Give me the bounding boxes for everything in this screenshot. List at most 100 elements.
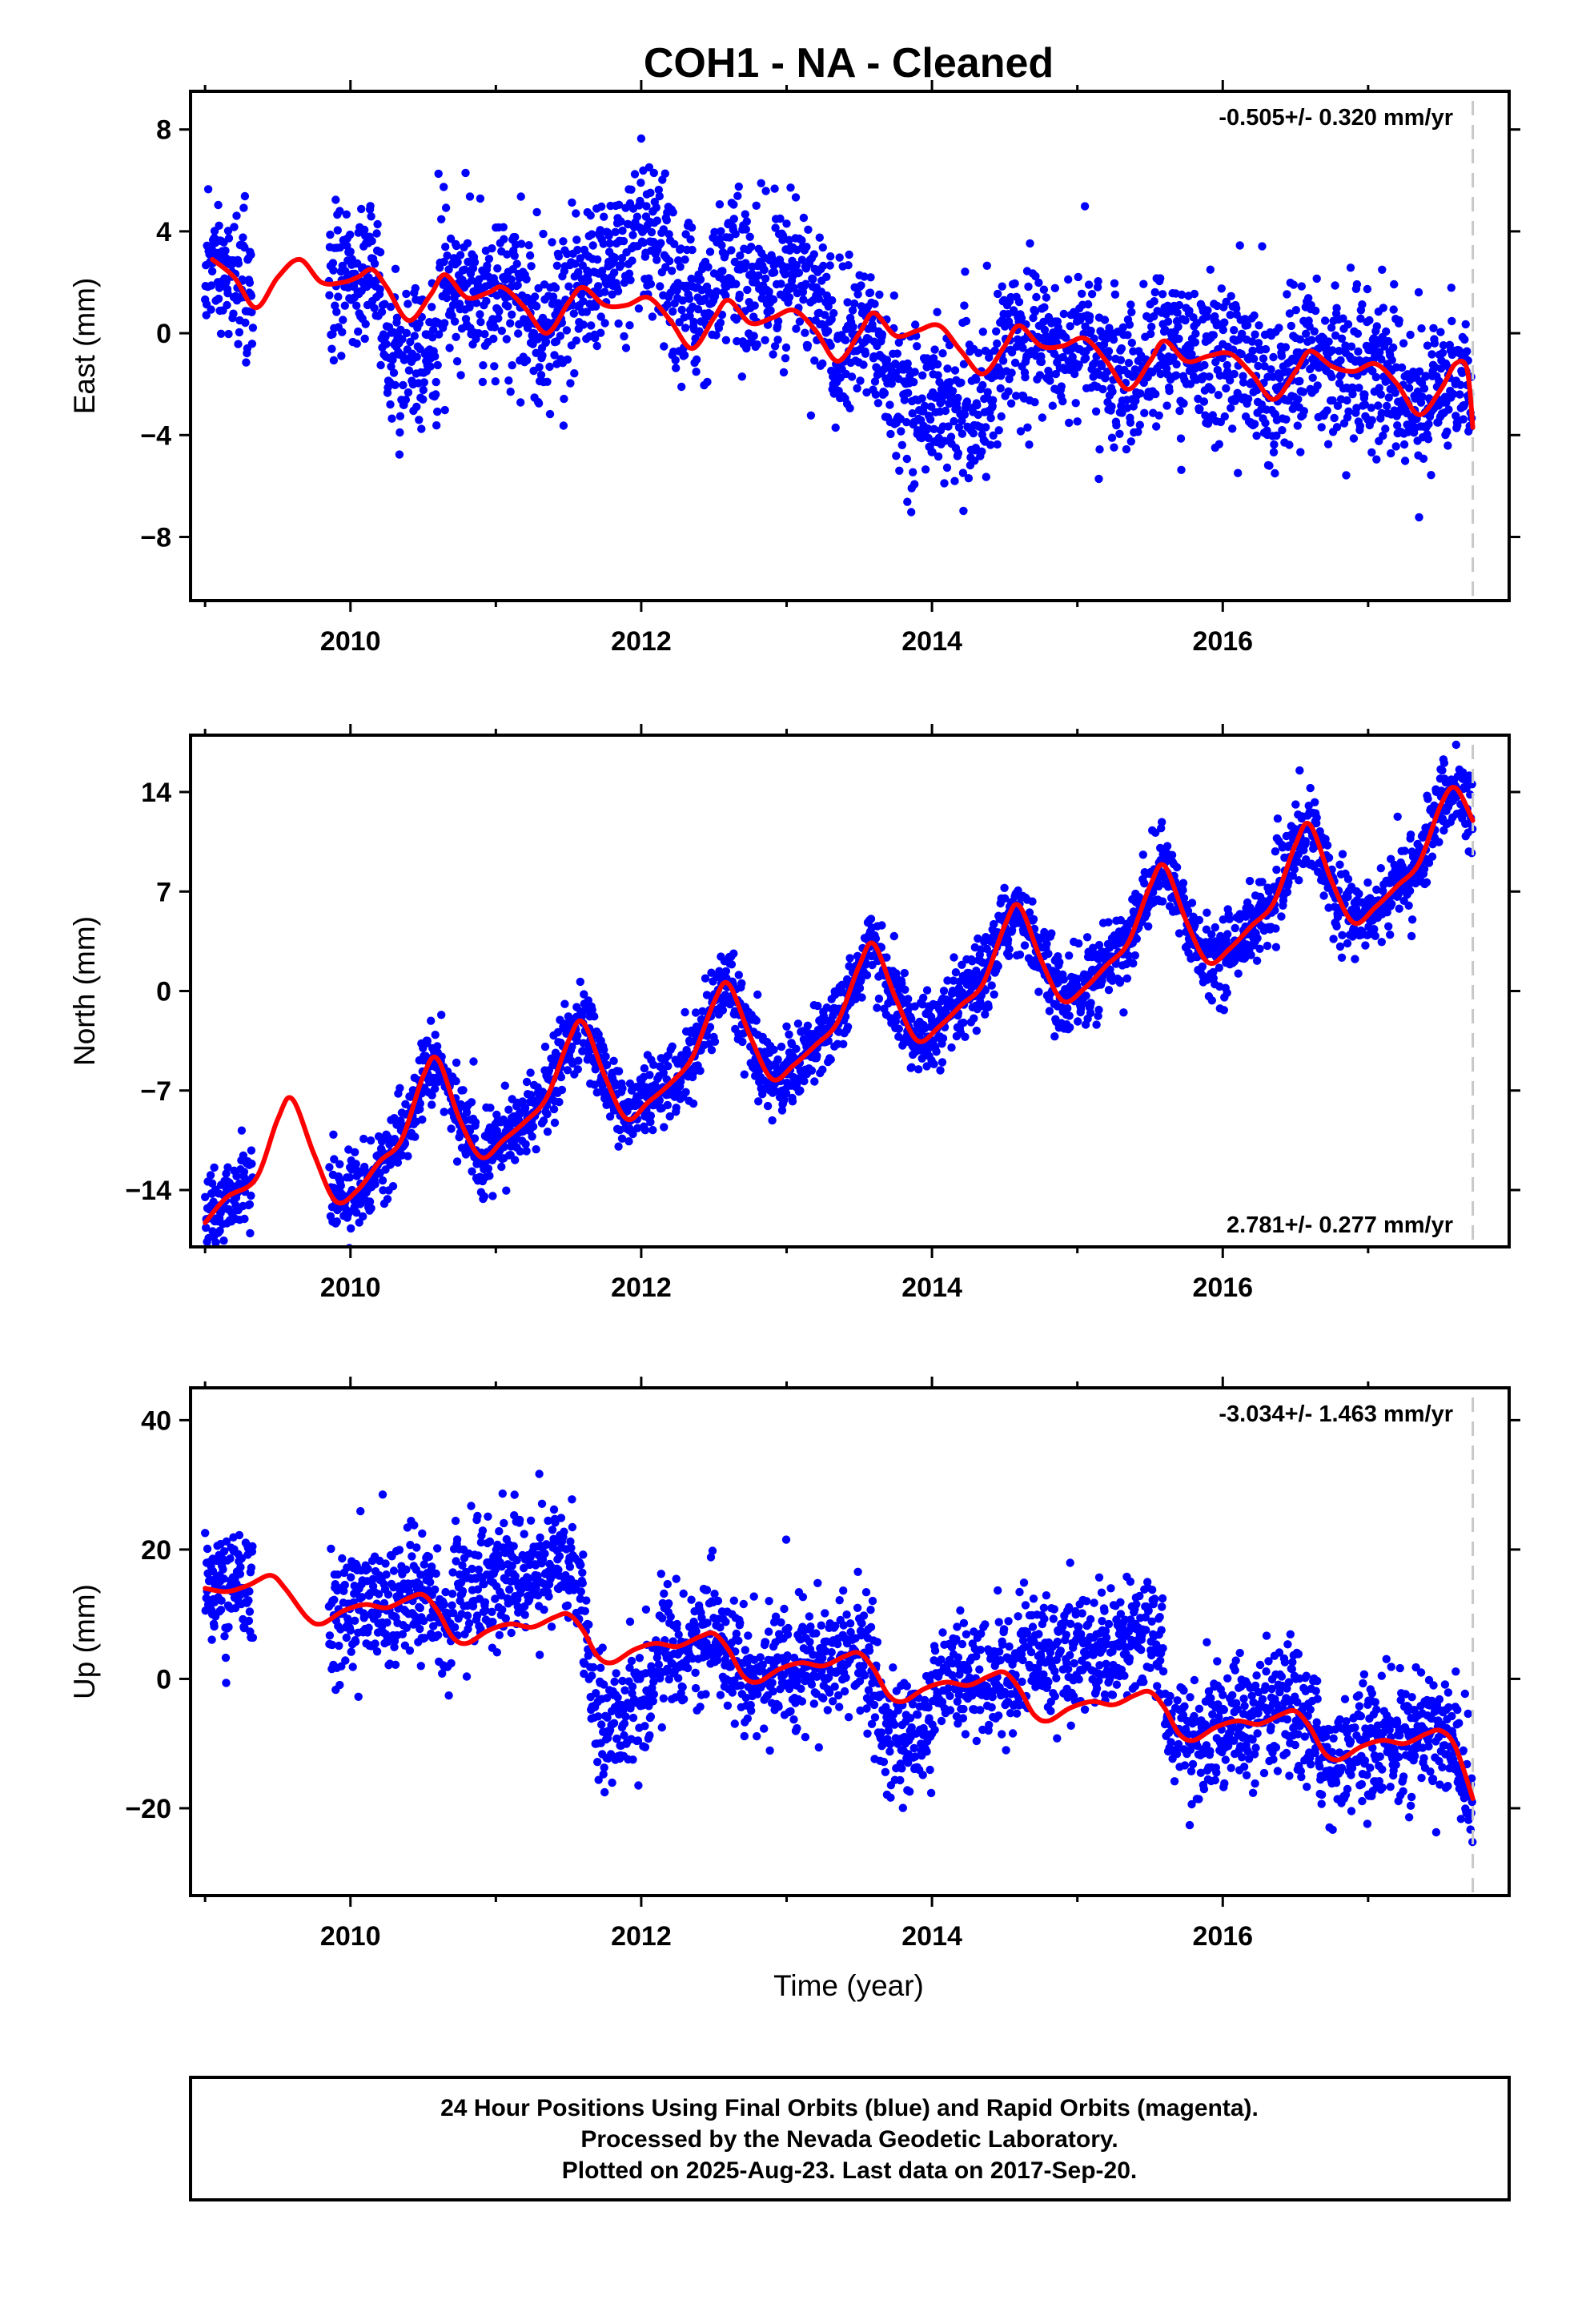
east-data-point — [432, 390, 440, 399]
north-data-point — [873, 1003, 881, 1012]
east-data-point — [630, 170, 640, 179]
east-data-point — [910, 368, 919, 376]
east-data-point — [944, 422, 953, 431]
north-data-point — [516, 1147, 524, 1156]
north-data-point — [1222, 936, 1231, 945]
north-data-point — [459, 1086, 468, 1095]
north-data-point — [800, 1076, 809, 1086]
east-data-point — [1324, 337, 1333, 346]
north-data-point — [605, 1112, 615, 1121]
east-data-point — [1352, 279, 1362, 289]
east-data-point — [202, 311, 211, 320]
north-data-point — [1059, 975, 1069, 984]
east-data-point — [1032, 292, 1041, 302]
north-data-point — [1104, 986, 1114, 995]
north-data-point — [329, 1130, 338, 1140]
east-data-point — [1123, 331, 1132, 340]
north-data-point — [818, 1065, 827, 1074]
east-data-point — [1021, 372, 1030, 382]
east-data-point — [826, 252, 835, 261]
north-data-point — [539, 1116, 548, 1125]
north-data-point — [393, 1158, 403, 1167]
north-data-point — [754, 1097, 763, 1106]
east-data-point — [506, 388, 515, 396]
north-data-point — [201, 1192, 210, 1202]
east-data-point — [974, 410, 983, 420]
north-data-point — [418, 1115, 427, 1124]
east-data-point — [463, 239, 472, 247]
east-data-point — [870, 377, 880, 386]
north-data-point — [1295, 876, 1303, 885]
east-data-point — [367, 212, 375, 221]
north-data-point — [452, 1157, 462, 1166]
east-data-point — [862, 388, 871, 397]
east-data-point — [432, 377, 440, 387]
east-data-point — [600, 287, 609, 296]
east-data-point — [406, 337, 415, 347]
east-data-point — [507, 275, 516, 284]
north-data-point — [1074, 939, 1083, 948]
north-data-point — [769, 1045, 778, 1055]
east-data-point — [1220, 318, 1229, 327]
north-data-point — [961, 1032, 970, 1042]
north-data-point — [223, 1163, 232, 1172]
east-data-point — [1353, 329, 1363, 338]
north-data-point — [522, 1077, 532, 1087]
east-data-point — [767, 253, 777, 262]
north-data-point — [580, 990, 588, 999]
east-data-point — [781, 343, 791, 352]
east-data-point — [1039, 285, 1049, 294]
east-data-point — [1059, 309, 1069, 319]
east-data-point — [802, 243, 811, 251]
east-data-point — [721, 250, 730, 259]
east-data-point — [392, 313, 402, 322]
east-data-point — [1339, 314, 1347, 323]
east-data-point — [964, 474, 974, 483]
north-data-point — [1283, 887, 1292, 897]
east-data-point — [950, 476, 959, 485]
north-data-point — [1055, 958, 1064, 967]
east-data-point — [1004, 387, 1013, 396]
chart-title: COH1 - NA - Cleaned — [644, 40, 1054, 86]
east-data-point — [732, 279, 741, 288]
east-data-point — [370, 304, 379, 312]
east-data-point — [1299, 388, 1308, 396]
east-data-point — [545, 409, 555, 419]
north-data-point — [826, 1055, 835, 1064]
east-data-point — [511, 232, 520, 242]
east-data-point — [841, 336, 850, 344]
east-data-point — [1156, 369, 1165, 379]
north-data-point — [352, 1208, 361, 1217]
east-data-point — [572, 235, 581, 244]
north-data-point — [573, 1065, 582, 1074]
east-data-point — [1269, 448, 1279, 456]
east-data-point — [616, 260, 626, 269]
east-data-point — [1414, 287, 1423, 297]
east-data-point — [614, 319, 623, 328]
east-data-point — [872, 363, 881, 372]
east-data-point — [1226, 376, 1235, 385]
north-data-point — [645, 1071, 654, 1080]
east-data-point — [1232, 304, 1241, 313]
north-data-point — [981, 1010, 990, 1019]
north-data-point — [710, 1037, 720, 1047]
north-data-point — [1138, 850, 1148, 859]
east-data-point — [1421, 372, 1431, 380]
east-data-point — [224, 234, 234, 243]
east-data-point — [442, 293, 452, 303]
east-data-point — [1078, 289, 1086, 298]
east-data-point — [1207, 385, 1216, 394]
east-data-point — [783, 263, 792, 271]
east-data-point — [1139, 279, 1148, 288]
east-data-point — [656, 239, 665, 247]
east-data-point — [1250, 420, 1259, 428]
east-data-point — [548, 238, 556, 247]
east-data-point — [1042, 332, 1050, 340]
east-data-point — [848, 306, 857, 315]
east-data-point — [897, 427, 905, 436]
east-data-point — [628, 256, 636, 265]
north-data-point — [665, 1112, 674, 1121]
east-data-point — [399, 380, 408, 390]
east-data-point — [207, 281, 216, 290]
north-data-point — [601, 1052, 610, 1061]
